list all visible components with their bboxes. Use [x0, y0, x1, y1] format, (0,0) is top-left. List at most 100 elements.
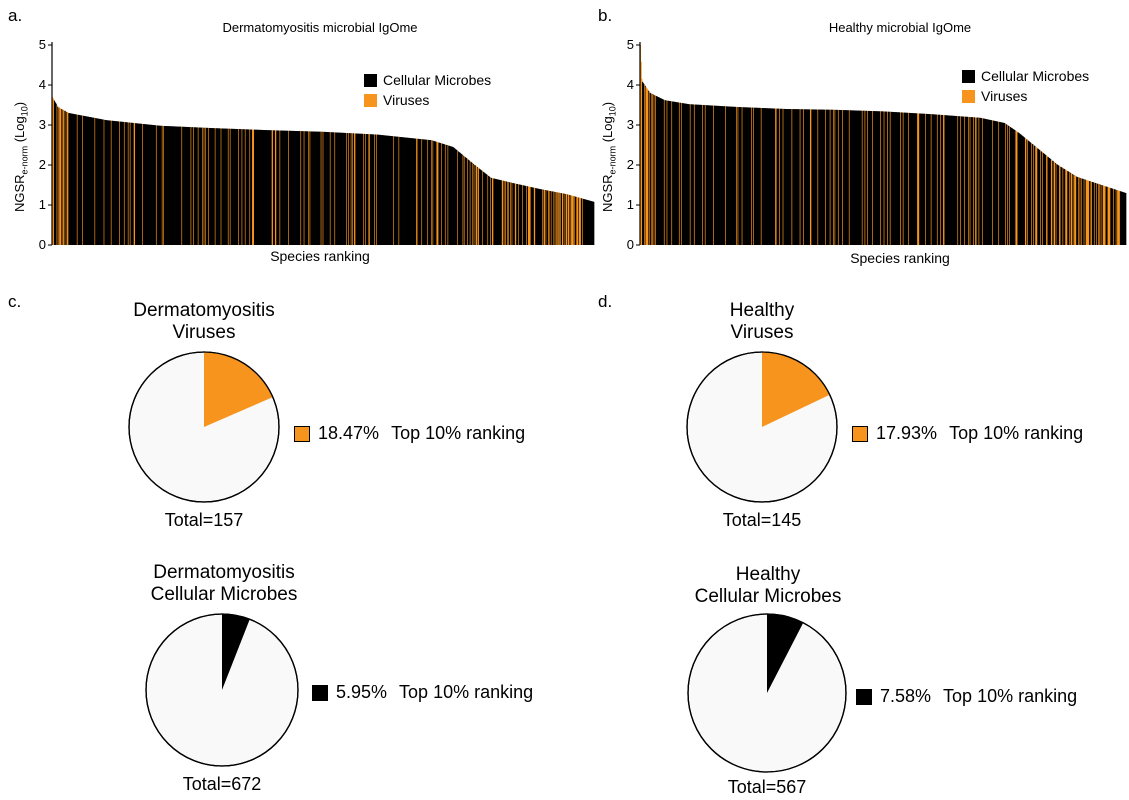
bar-virus: [469, 161, 471, 245]
bar-cellular: [691, 104, 693, 245]
bar-cellular: [1064, 169, 1066, 245]
bar-cellular: [510, 182, 512, 245]
bar-cellular: [138, 123, 140, 245]
bar-virus: [274, 130, 276, 245]
bar-cellular: [259, 129, 261, 245]
bar-cellular: [407, 137, 409, 245]
bar-cellular: [215, 128, 217, 245]
bar-cellular: [305, 131, 307, 245]
bar-cellular: [1111, 188, 1113, 245]
bar-virus: [1080, 178, 1082, 245]
bar-virus: [1086, 180, 1088, 245]
bar-virus: [1016, 131, 1018, 245]
bar-cellular: [956, 116, 958, 245]
bar-virus: [1079, 177, 1081, 245]
bar-cellular: [795, 109, 797, 245]
bar-virus: [1042, 152, 1044, 245]
bar-cellular: [588, 200, 590, 245]
bar-cellular: [745, 107, 747, 245]
bar-virus: [564, 193, 566, 245]
bar-cellular: [781, 108, 783, 245]
bar-cellular: [552, 191, 554, 245]
bar-virus: [779, 108, 781, 246]
bar-cellular: [859, 110, 861, 246]
bar-cellular: [273, 130, 275, 245]
bar-cellular: [898, 112, 900, 245]
bar-cellular: [928, 114, 930, 246]
bar-cellular: [304, 131, 306, 245]
bar-virus: [1027, 139, 1029, 245]
bar-cellular: [66, 111, 68, 245]
pie-d1-legend: 17.93% Top 10% ranking: [852, 423, 1083, 444]
bar-cellular: [403, 137, 405, 245]
y-tick-label: 0: [39, 237, 46, 252]
bar-cellular: [321, 131, 323, 245]
bar-virus: [1051, 160, 1053, 245]
bar-cellular: [861, 110, 863, 245]
bar-cellular: [1010, 127, 1012, 245]
bar-cellular: [76, 114, 78, 245]
bar-virus: [940, 114, 942, 245]
bar-cellular: [68, 113, 70, 246]
bar-virus: [702, 104, 704, 245]
bar-cellular: [170, 126, 172, 245]
bar-cellular: [274, 130, 276, 245]
bar-cellular: [1101, 185, 1103, 245]
bar-cellular: [314, 131, 316, 245]
bar-cellular: [439, 142, 441, 245]
bar-cellular: [685, 103, 687, 245]
bar-cellular: [1052, 161, 1054, 245]
bar-cellular: [525, 185, 527, 245]
bar-cellular: [120, 121, 122, 245]
bar-cellular: [223, 128, 225, 245]
bar-virus: [775, 108, 777, 245]
bar-cellular: [459, 152, 461, 245]
bar-cellular: [161, 125, 163, 245]
bar-cellular: [688, 104, 690, 245]
bar-cellular: [589, 200, 591, 245]
bar-virus: [736, 106, 738, 245]
bar-cellular: [335, 132, 337, 245]
bar-cellular: [977, 117, 979, 245]
bar-cellular: [757, 107, 759, 245]
bar-cellular: [391, 136, 393, 245]
bar-cellular: [1023, 137, 1025, 245]
bar-cellular: [815, 109, 817, 246]
bar-cellular: [665, 100, 667, 245]
bar-cellular: [672, 101, 674, 246]
bar-cellular: [346, 133, 348, 245]
bar-virus: [572, 195, 574, 245]
bar-cellular: [749, 107, 751, 245]
bar-virus: [957, 116, 959, 245]
bar-cellular: [204, 127, 206, 245]
bar-cellular: [820, 109, 822, 245]
bar-cellular: [657, 96, 659, 245]
bar-cellular: [450, 146, 452, 245]
bar-cellular: [657, 96, 659, 245]
bar-virus: [252, 129, 254, 245]
bar-cellular: [846, 110, 848, 245]
bar-cellular: [97, 118, 99, 245]
bar-cellular: [79, 115, 81, 245]
bar-cellular: [654, 95, 656, 245]
bar-cellular: [376, 134, 378, 245]
bar-cellular: [784, 108, 786, 246]
bar-cellular: [910, 113, 913, 245]
bar-cellular: [340, 132, 342, 245]
bar-cellular: [479, 169, 481, 245]
bar-cellular: [444, 144, 446, 245]
bar-cellular: [745, 107, 747, 245]
bar-cellular: [807, 109, 809, 245]
bar-cellular: [501, 180, 503, 245]
bar-cellular: [169, 126, 171, 245]
bar-cellular: [950, 115, 952, 245]
bar-cellular: [554, 191, 556, 245]
bar-cellular: [338, 132, 340, 245]
bar-cellular: [539, 188, 541, 245]
bar-cellular: [1077, 177, 1079, 245]
bar-cellular: [261, 129, 263, 245]
bar-cellular: [740, 107, 742, 245]
bar-cellular: [530, 187, 532, 245]
bar-virus: [320, 131, 322, 245]
bar-cellular: [685, 103, 687, 246]
